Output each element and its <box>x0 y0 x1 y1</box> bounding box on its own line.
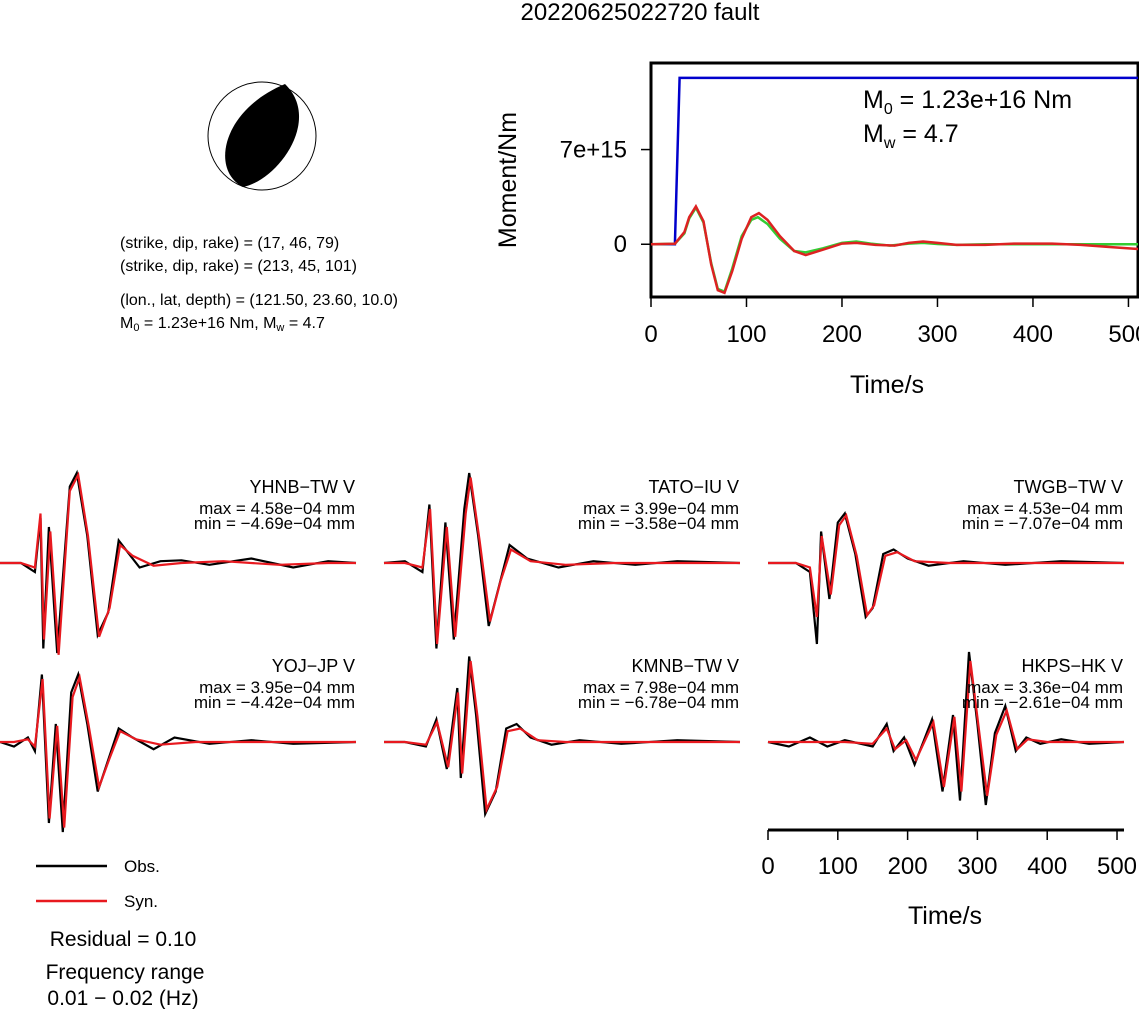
moment-y-axis-label: Moment/Nm <box>494 112 522 248</box>
moment-y-axis: 0 7e+15 <box>560 137 1139 258</box>
waveform-x-tick-label: 400 <box>1027 853 1067 880</box>
waveform-x-tick-label: 500 <box>1097 853 1137 880</box>
station-max: max = 4.58e−04 mm <box>199 499 355 518</box>
synthetic-trace <box>0 672 356 828</box>
observed-trace <box>767 651 1125 806</box>
moment-x-axis-label: Time/s <box>850 371 924 399</box>
station-name: TATO−IU V <box>648 477 739 497</box>
station-min: min = −7.07e−04 mm <box>962 514 1123 533</box>
station-max: max = 3.36e−04 mm <box>967 678 1123 697</box>
moment-y-tick-label: 7e+15 <box>560 137 627 164</box>
station-name: YOJ−JP V <box>272 656 355 676</box>
moment-panel: 0 100 200 300 400 500 0 7e+15 M0 = 1.23e+16 Nm… <box>494 61 1139 399</box>
moment-annotation-mw: Mw = 4.7 <box>863 120 959 152</box>
moment-series-rate_red <box>650 203 1139 295</box>
focal-mechanism-beachball <box>207 81 317 191</box>
observed-trace <box>768 511 1125 645</box>
residual-text: Residual = 0.10 <box>50 928 197 951</box>
station-name: YHNB−TW V <box>249 477 355 497</box>
waveform-x-tick-label: 100 <box>818 853 858 880</box>
moment-y-tick-label: 0 <box>614 231 627 258</box>
waveform-x-axis: 0 100 200 300 400 500 <box>761 828 1137 880</box>
waveform-x-tick-label: 0 <box>761 853 774 880</box>
moment-x-axis: 0 100 200 300 400 500 <box>644 297 1139 348</box>
frequency-range-label: Frequency range <box>46 961 205 984</box>
observed-trace <box>384 656 741 819</box>
station-max: max = 3.99e−04 mm <box>583 499 739 518</box>
moment-series-rate_green <box>650 205 1138 294</box>
moment-x-tick-label: 200 <box>822 321 862 348</box>
mechanism-plane1: (strike, dip, rake) = (17, 46, 79) <box>120 235 339 252</box>
legend-syn-label: Syn. <box>124 892 158 911</box>
station-min: min = −6.78e−04 mm <box>578 693 739 712</box>
synthetic-trace <box>384 660 740 814</box>
figure-title: 20220625022720 fault <box>521 0 760 26</box>
moment-x-tick-label: 500 <box>1108 321 1139 348</box>
waveform-x-tick-label: 300 <box>957 853 997 880</box>
mechanism-location: (lon., lat, depth) = (121.50, 23.60, 10.… <box>120 292 398 309</box>
synthetic-trace <box>0 471 356 655</box>
legend-obs-label: Obs. <box>124 857 160 876</box>
station-name: HKPS−HK V <box>1021 656 1123 676</box>
legend: Obs. Syn. <box>36 857 160 911</box>
mechanism-plane2: (strike, dip, rake) = (213, 45, 101) <box>120 258 357 275</box>
station-min: min = −2.61e−04 mm <box>962 693 1123 712</box>
station-max: max = 7.98e−04 mm <box>583 678 739 697</box>
station-max: max = 4.53e−04 mm <box>967 499 1123 518</box>
moment-annotation-m0: M0 = 1.23e+16 Nm <box>863 86 1072 118</box>
moment-plot-frame <box>649 61 1139 299</box>
mechanism-moment: M0 = 1.23e+16 Nm, Mw = 4.7 <box>120 315 325 334</box>
station-max: max = 3.95e−04 mm <box>199 678 355 697</box>
moment-series-group <box>650 76 1139 295</box>
station-min: min = −4.69e−04 mm <box>194 514 355 533</box>
moment-x-tick-label: 100 <box>726 321 766 348</box>
station-min: min = −4.42e−04 mm <box>194 693 355 712</box>
frequency-range-value: 0.01 − 0.02 (Hz) <box>47 987 198 1009</box>
waveform-x-tick-label: 200 <box>888 853 928 880</box>
synthetic-trace <box>384 477 740 645</box>
synthetic-trace <box>768 512 1124 618</box>
moment-x-tick-label: 300 <box>917 321 957 348</box>
moment-x-tick-label: 0 <box>644 321 657 348</box>
waveform-x-axis-label: Time/s <box>908 902 982 930</box>
station-name: KMNB−TW V <box>631 656 739 676</box>
station-name: TWGB−TW V <box>1014 477 1124 497</box>
moment-x-tick-label: 400 <box>1013 321 1053 348</box>
synthetic-trace <box>768 660 1124 797</box>
station-min: min = −3.58e−04 mm <box>578 514 739 533</box>
